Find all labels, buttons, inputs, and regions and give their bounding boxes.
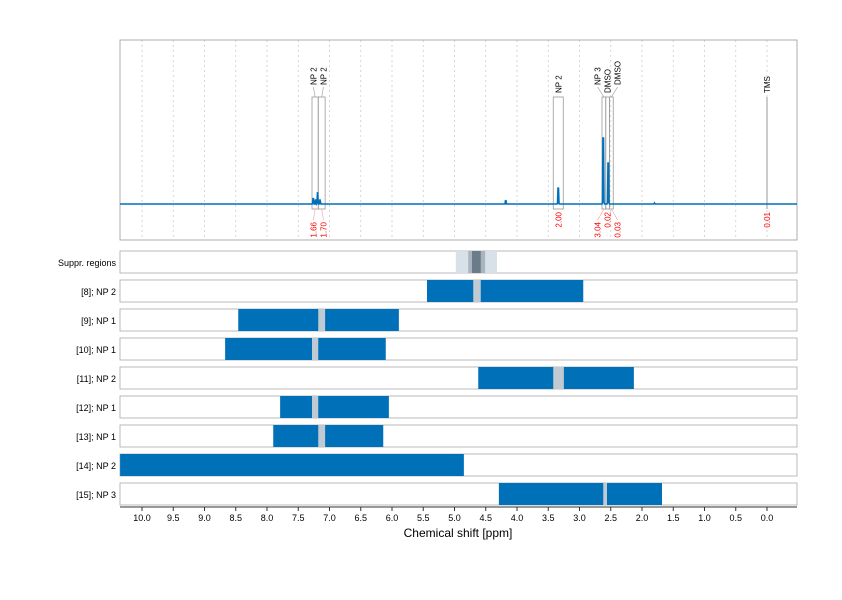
peak-integral: 3.04 — [594, 221, 603, 237]
x-tick-label: 9.0 — [198, 513, 211, 523]
region-bar — [120, 454, 464, 476]
x-tick-label: 5.5 — [417, 513, 430, 523]
row-frame — [119, 337, 798, 361]
peak-integral: 0.02 — [604, 211, 613, 227]
peak-integral: 1.66 — [309, 221, 318, 237]
row-label: [10]; NP 1 — [76, 345, 116, 355]
peak-integral-leader — [611, 208, 618, 221]
spectrum-line — [120, 137, 797, 207]
row-frame — [119, 482, 798, 506]
peak-integral: 2.00 — [554, 211, 563, 227]
region-gap — [318, 309, 326, 331]
row-frame — [119, 308, 798, 332]
x-tick-label: 0.5 — [729, 513, 742, 523]
region-gap — [312, 338, 319, 360]
peak-label: NP 2 — [554, 75, 563, 93]
peak-label-leader — [313, 86, 316, 98]
row-frame — [119, 395, 798, 419]
peak-label: NP 2 — [309, 67, 318, 85]
row-label: [13]; NP 1 — [76, 432, 116, 442]
x-tick-label: 3.5 — [542, 513, 555, 523]
x-tick-label: 8.5 — [229, 513, 242, 523]
peak-region-box — [552, 96, 564, 210]
peak-label: NP 2 — [319, 67, 328, 85]
peak-integral: 0.03 — [614, 221, 623, 237]
row-label: [12]; NP 1 — [76, 403, 116, 413]
row-frame — [119, 424, 798, 448]
region-gap — [473, 280, 481, 302]
row-label: [8]; NP 2 — [81, 287, 116, 297]
x-tick-label: 0.0 — [761, 513, 774, 523]
row-label: Suppr. regions — [58, 258, 117, 268]
x-tick-label: 10.0 — [133, 513, 151, 523]
peak-integral-leader — [313, 208, 316, 221]
x-tick-label: 7.0 — [323, 513, 336, 523]
region-gap — [553, 367, 564, 389]
x-tick-label: 1.5 — [667, 513, 680, 523]
x-tick-label: 7.5 — [292, 513, 305, 523]
region-bar — [273, 425, 384, 447]
peak-integral-leader — [321, 208, 324, 221]
x-tick-label: 6.0 — [386, 513, 399, 523]
x-tick-label: 4.5 — [479, 513, 492, 523]
peak-integral: 1.70 — [319, 221, 328, 237]
peak-integral-leader — [597, 208, 605, 221]
peak-region-box — [609, 96, 614, 210]
x-tick-label: 3.0 — [573, 513, 586, 523]
row-label: [11]; NP 2 — [77, 374, 116, 384]
row-label: [15]; NP 3 — [76, 490, 116, 500]
row-label: [14]; NP 2 — [76, 461, 116, 471]
region-bar — [225, 338, 386, 360]
region-bar — [498, 483, 662, 505]
x-tick-label: 2.0 — [636, 513, 649, 523]
peak-label: DMSO — [614, 61, 623, 85]
x-tick-label: 5.0 — [448, 513, 461, 523]
x-axis-label: Chemical shift [ppm] — [404, 526, 513, 540]
row-label: [9]; NP 1 — [81, 316, 116, 326]
x-tick-label: 8.0 — [261, 513, 274, 523]
region-bar — [280, 396, 389, 418]
region-bar — [427, 280, 584, 302]
x-tick-label: 6.5 — [354, 513, 367, 523]
spectrum-panel — [119, 39, 798, 241]
row-frame — [119, 366, 798, 390]
region-gap — [603, 483, 607, 505]
x-tick-label: 2.5 — [604, 513, 617, 523]
peak-label-leader — [597, 86, 605, 98]
region-gap — [318, 425, 326, 447]
peak-label: DMSO — [604, 69, 613, 93]
region-gap — [312, 396, 319, 418]
suppressed-region-inner — [472, 251, 481, 273]
peak-label: TMS — [763, 76, 772, 93]
x-tick-label: 4.0 — [511, 513, 524, 523]
peak-region-box — [317, 96, 326, 210]
x-tick-label: 1.0 — [698, 513, 711, 523]
peak-label-leader — [611, 86, 618, 98]
peak-label: NP 3 — [594, 67, 603, 85]
peak-integral: 0.01 — [763, 211, 772, 227]
x-tick-label: 9.5 — [167, 513, 180, 523]
peak-label-leader — [321, 86, 324, 98]
